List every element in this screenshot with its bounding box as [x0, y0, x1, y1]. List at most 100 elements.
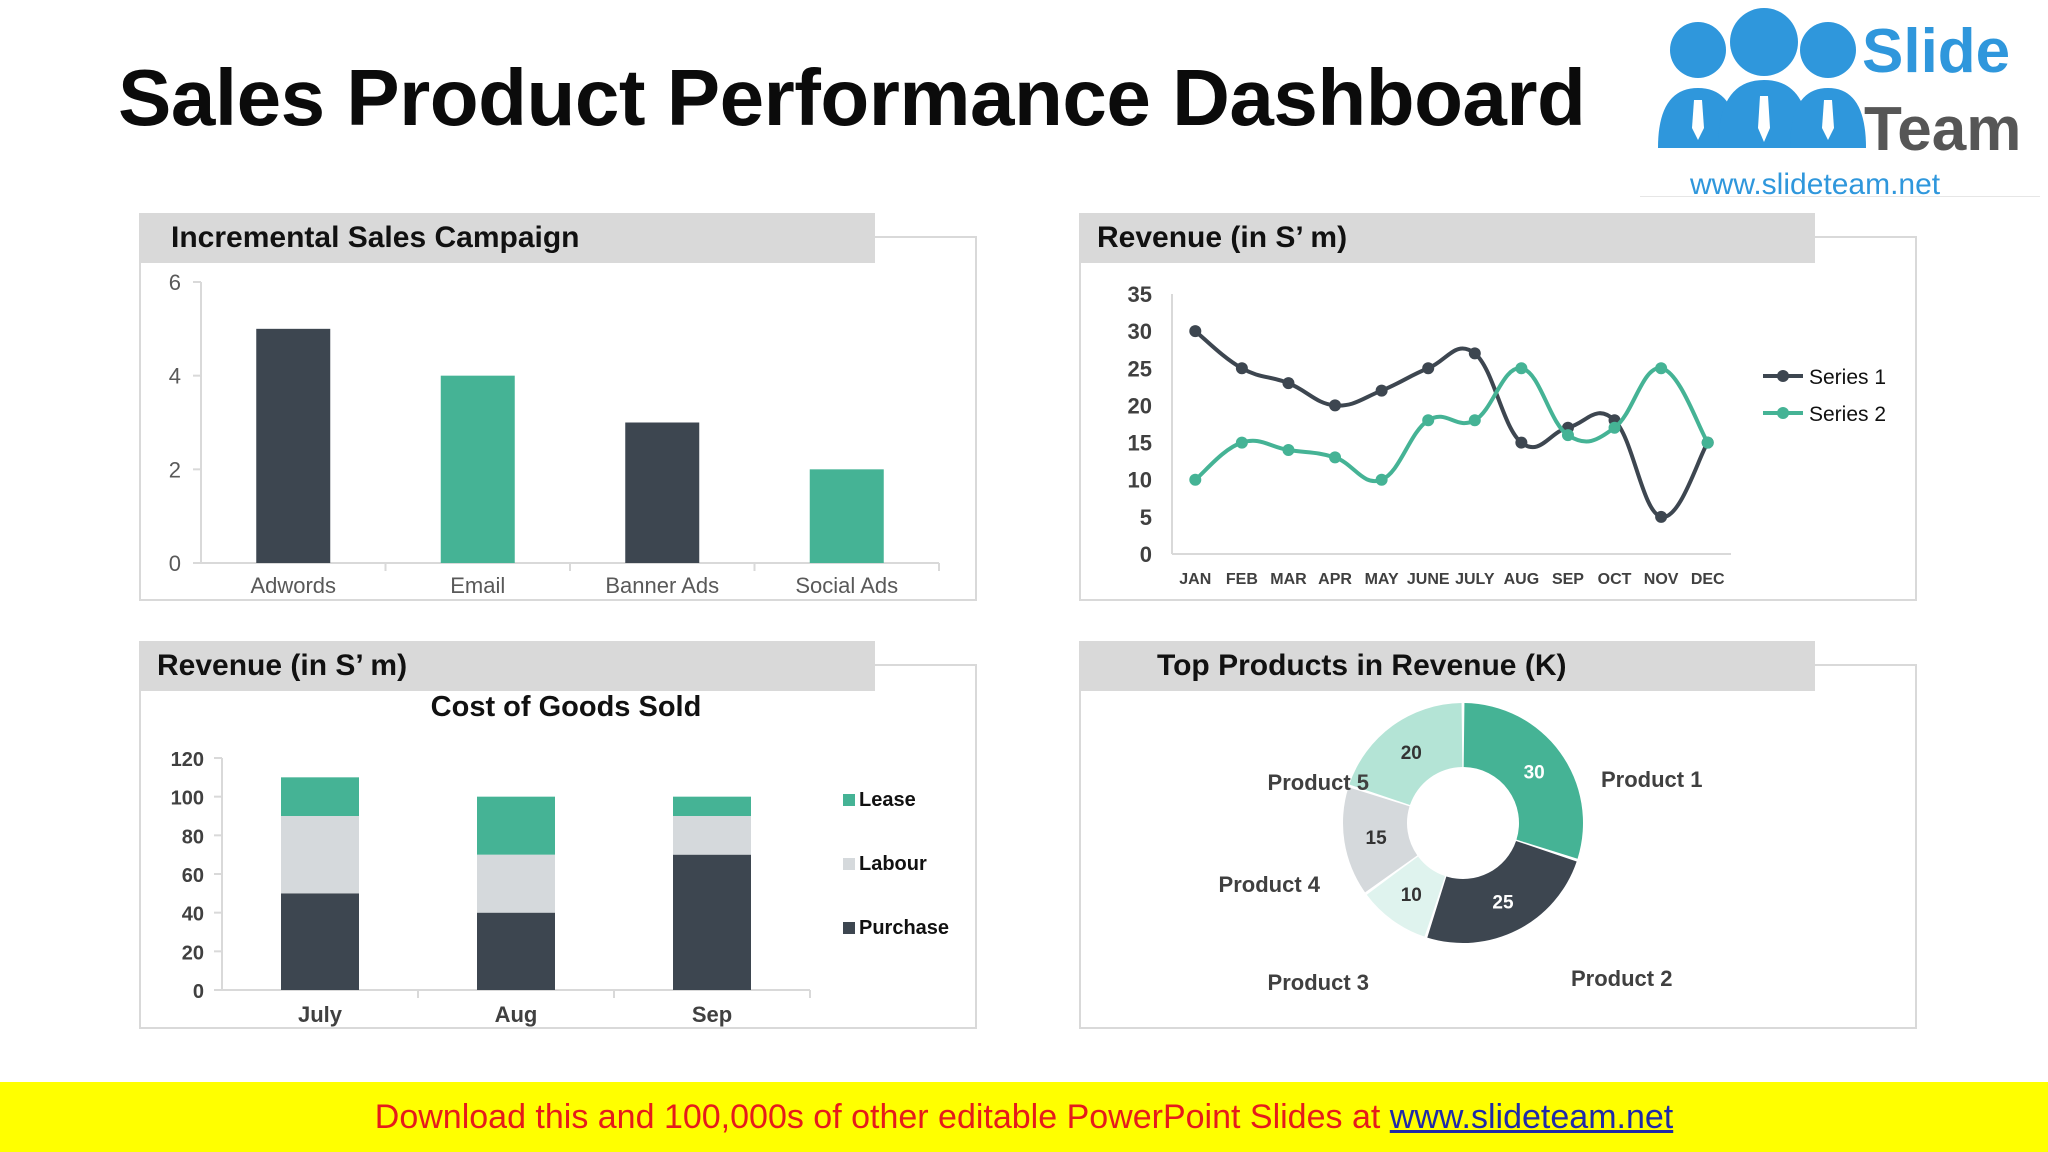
- incremental-sales-panel: 0 2 4 6 Adwords Email Banner Ads Social Ads: [139, 236, 977, 601]
- banner-link[interactable]: www.slideteam.net: [1389, 1098, 1674, 1136]
- x-tick-label: Banner Ads: [605, 573, 719, 598]
- x-tick-label: OCT: [1598, 571, 1632, 588]
- data-point: [1375, 384, 1388, 397]
- data-point: [1701, 436, 1714, 449]
- legend-label: Series 2: [1809, 403, 1886, 426]
- x-tick-label: DEC: [1691, 571, 1725, 588]
- data-point: [1655, 362, 1668, 375]
- x-tick-label: JAN: [1179, 571, 1211, 588]
- y-tick-label: 25: [1128, 356, 1152, 381]
- y-tick-label: 60: [182, 865, 204, 887]
- y-tick-label: 35: [1128, 282, 1152, 307]
- logo-url[interactable]: www.slideteam.net: [1689, 168, 1941, 201]
- bar-adwords: [256, 328, 331, 563]
- legend-swatch: [843, 794, 855, 806]
- banner-text: Download this and 100,000s of other edit…: [374, 1098, 1390, 1136]
- bar-segment-labour: [281, 816, 359, 894]
- y-tick-label: 100: [171, 788, 204, 810]
- chart-title: Cost of Goods Sold: [431, 691, 702, 723]
- y-tick-label: 120: [171, 749, 204, 771]
- data-point: [1422, 362, 1435, 375]
- slice-value-label: 10: [1401, 885, 1422, 906]
- data-point: [1235, 362, 1248, 375]
- bar-segment-purchase: [673, 854, 751, 990]
- y-tick-label: 4: [169, 364, 181, 389]
- y-tick-label: 30: [1128, 319, 1152, 344]
- cost-of-goods-chart: Cost of Goods Sold 0 20 40 60 80 100 120 July Aug…: [171, 691, 949, 1027]
- x-tick-label: Adwords: [250, 573, 336, 598]
- data-point: [1189, 325, 1202, 338]
- data-point: [1468, 347, 1481, 360]
- x-tick-label: Aug: [495, 1002, 538, 1027]
- logo-word-1: Slide: [1862, 17, 2010, 86]
- data-point: [1375, 473, 1388, 486]
- download-banner[interactable]: Download this and 100,000s of other edit…: [0, 1082, 2048, 1152]
- y-tick-label: 6: [169, 270, 181, 295]
- x-tick-label: MAR: [1270, 571, 1307, 588]
- bar-email: [440, 375, 515, 563]
- legend-label: Purchase: [859, 917, 949, 939]
- y-tick-label: 0: [193, 981, 204, 1003]
- data-point: [1235, 436, 1248, 449]
- slice-category-label: Product 5: [1268, 770, 1369, 795]
- donut-slice-product-4: [1343, 787, 1418, 893]
- incremental-sales-header: Incremental Sales Campaign: [139, 213, 875, 263]
- bar-segment-lease: [477, 796, 555, 855]
- data-point: [1608, 421, 1621, 434]
- donut-slice-product-3: [1366, 856, 1446, 937]
- logo-word-2: Team: [1864, 95, 2021, 164]
- y-tick-label: 20: [182, 942, 204, 964]
- legend-marker: [1777, 407, 1789, 419]
- legend-swatch: [843, 858, 855, 870]
- slice-category-label: Product 2: [1571, 966, 1672, 991]
- cost-of-goods-panel: Cost of Goods Sold 0 20 40 60 80 100 120 July Aug…: [139, 664, 977, 1029]
- data-point: [1282, 444, 1295, 456]
- revenue-line-chart: 0 5 10 15 20 25 30 35 JAN FEB MAR APR MAY JUNE JULY AUG…: [1128, 282, 1887, 588]
- x-tick-label: JULY: [1455, 571, 1495, 588]
- bar-segment-labour: [673, 816, 751, 855]
- bar-segment-purchase: [281, 893, 359, 990]
- y-tick-label: 2: [169, 457, 181, 482]
- logo-graphic: Slide Team www.slideteam.net: [1658, 8, 2021, 201]
- slice-value-label: 20: [1401, 743, 1422, 764]
- data-point: [1329, 451, 1342, 464]
- slice-value-label: 15: [1366, 828, 1388, 849]
- legend-label: Lease: [859, 789, 916, 811]
- top-products-header: Top Products in Revenue (K): [1079, 641, 1815, 691]
- page-title: Sales Product Performance Dashboard: [118, 53, 1586, 142]
- revenue-line-header: Revenue (in S’ m): [1079, 213, 1815, 263]
- y-tick-label: 80: [182, 826, 204, 848]
- cost-of-goods-header: Revenue (in S’ m): [139, 641, 875, 691]
- slice-category-label: Product 3: [1268, 970, 1369, 995]
- x-tick-label: APR: [1318, 571, 1352, 588]
- bar-segment-purchase: [477, 912, 555, 990]
- x-tick-label: AUG: [1504, 571, 1540, 588]
- bar-banner-ads: [625, 422, 700, 563]
- revenue-line-panel: 0 5 10 15 20 25 30 35 JAN FEB MAR APR MAY JUNE JULY AUG…: [1079, 236, 1917, 601]
- y-tick-label: 15: [1128, 431, 1152, 456]
- slice-value-label: 25: [1492, 892, 1514, 913]
- bar-social-ads: [809, 469, 884, 563]
- slice-value-label: 30: [1524, 762, 1545, 783]
- top-products-panel: 30 Product 1 25 Product 2 10 Product 3 15 Produ…: [1079, 664, 1917, 1029]
- x-tick-label: FEB: [1226, 571, 1258, 588]
- y-tick-label: 5: [1140, 505, 1152, 530]
- series-line-1: [1194, 329, 1710, 519]
- x-tick-label: Social Ads: [795, 573, 898, 598]
- slideteam-logo[interactable]: Slide Team www.slideteam.net: [1640, 0, 2040, 201]
- data-point: [1655, 510, 1668, 523]
- y-tick-label: 20: [1128, 393, 1152, 418]
- data-point: [1468, 414, 1481, 427]
- data-point: [1329, 399, 1342, 412]
- legend-marker: [1777, 370, 1789, 382]
- legend-label: Labour: [859, 853, 927, 875]
- bar-segment-labour: [477, 854, 555, 913]
- data-point: [1561, 429, 1574, 442]
- x-tick-label: SEP: [1552, 571, 1584, 588]
- incremental-sales-chart: 0 2 4 6 Adwords Email Banner Ads Social Ads: [169, 270, 940, 598]
- data-point: [1422, 414, 1435, 427]
- x-tick-label: MAY: [1365, 571, 1399, 588]
- y-tick-label: 0: [1140, 542, 1152, 567]
- x-tick-label: Sep: [692, 1002, 732, 1027]
- top-products-chart: 30 Product 1 25 Product 2 10 Product 3 15 Produ…: [1219, 703, 1702, 995]
